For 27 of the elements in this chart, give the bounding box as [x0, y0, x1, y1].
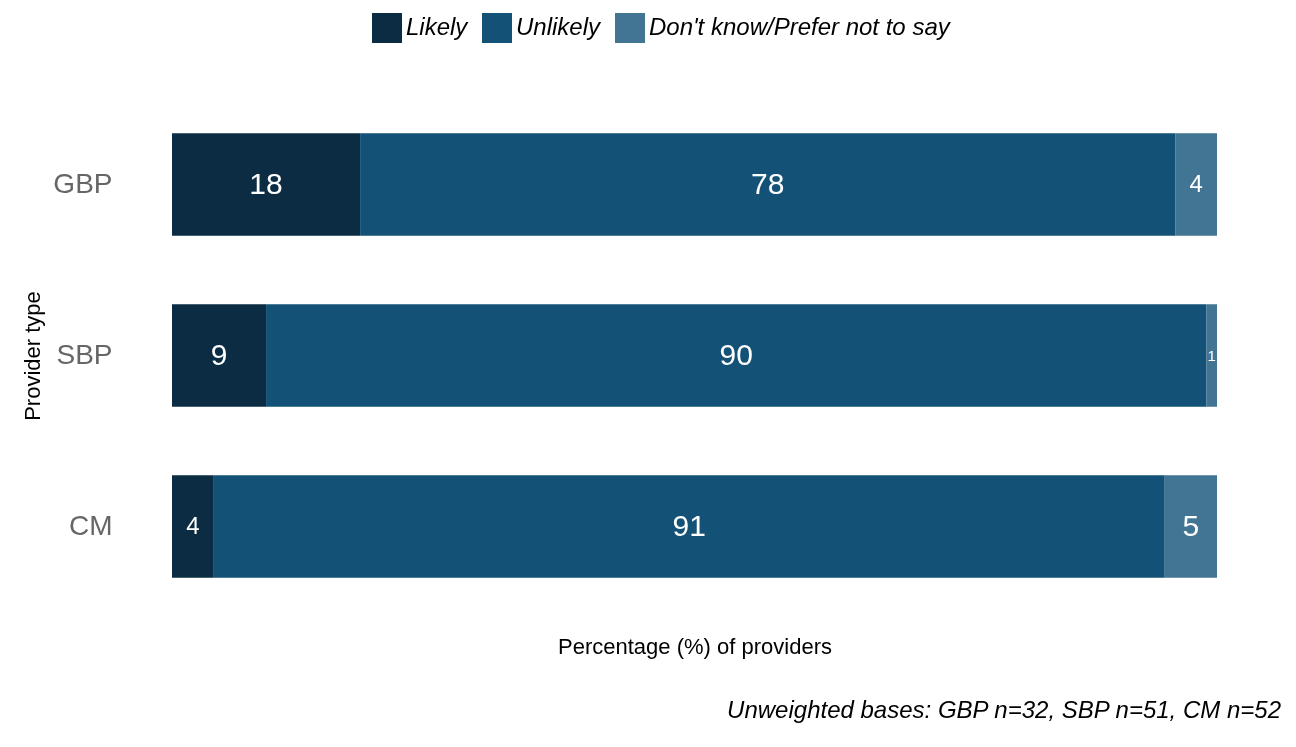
- bar: [1206, 304, 1217, 407]
- legend-label: Likely: [406, 13, 470, 40]
- x-axis-title: Percentage (%) of providers: [558, 633, 832, 659]
- data-label: 91: [672, 508, 706, 542]
- bar: [213, 475, 1165, 578]
- bar: [360, 133, 1176, 236]
- y-axis-title: Provider type: [20, 291, 46, 421]
- text: Unweighted bases: GBP n=32, SBP n=51, CM n=52: [727, 696, 1281, 723]
- bar: [172, 475, 214, 578]
- bar: [1164, 475, 1217, 578]
- data-label: 1: [1207, 346, 1216, 364]
- legend-label: Unlikely: [516, 13, 603, 40]
- data-label: 9: [210, 337, 228, 371]
- data-label: 78: [750, 166, 785, 200]
- y-tick-label: SBP: [56, 338, 113, 370]
- data-label: 90: [719, 337, 753, 371]
- bar: [172, 133, 361, 236]
- data-label: 5: [1182, 508, 1200, 542]
- data-label: 4: [1189, 169, 1203, 197]
- data-label: 4: [186, 511, 200, 539]
- y-tick-label: GBP: [53, 167, 113, 199]
- y-tick-label: CM: [68, 509, 113, 541]
- bar: [172, 304, 267, 407]
- legend-label: Don't know/Prefer not to say: [649, 13, 952, 40]
- bar: [1175, 133, 1217, 236]
- bar: [266, 304, 1207, 407]
- data-label: 18: [249, 166, 283, 200]
